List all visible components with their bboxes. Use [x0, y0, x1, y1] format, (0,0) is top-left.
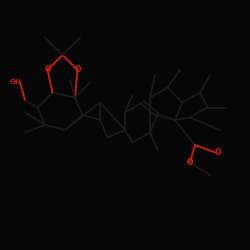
- Text: OH: OH: [9, 80, 21, 86]
- Text: O: O: [74, 66, 81, 74]
- Text: O: O: [44, 66, 51, 74]
- Text: O: O: [187, 158, 193, 167]
- Text: O: O: [214, 148, 221, 157]
